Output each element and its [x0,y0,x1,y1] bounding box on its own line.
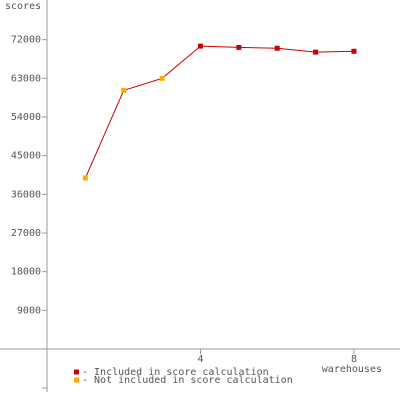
line-segment [123,77,163,91]
line-segment [200,45,239,48]
legend-label: - Included in score calculation [82,367,269,378]
data-point [274,45,280,51]
data-point [351,48,357,54]
line-segment [315,50,354,53]
y-tick-label: 54000 [11,112,41,123]
line-segment [238,46,278,49]
data-point [197,43,203,49]
x-axis-label: warehouses [322,364,382,375]
line-segment [84,90,125,179]
line-segment [161,45,201,79]
data-point [236,44,242,50]
y-axis-label: scores [5,1,41,12]
data-point [82,175,88,181]
legend-swatch [74,377,79,383]
line-segment [277,47,316,53]
data-point [159,75,165,81]
y-tick-label: 45000 [11,151,41,162]
y-tick-label: 9000 [17,305,41,316]
data-point [121,87,127,93]
y-tick-label: 63000 [11,73,41,84]
y-tick-label: 27000 [11,228,41,239]
x-tick-label: 8 [351,354,357,365]
x-tick-label: 4 [197,354,203,365]
y-tick-label: 18000 [11,267,41,278]
legend-label: - Not included in score calculation [82,375,293,386]
y-tick-label: 72000 [11,35,41,46]
data-point [313,49,319,55]
legend-swatch [74,369,79,375]
y-tick-label: 36000 [11,189,41,200]
